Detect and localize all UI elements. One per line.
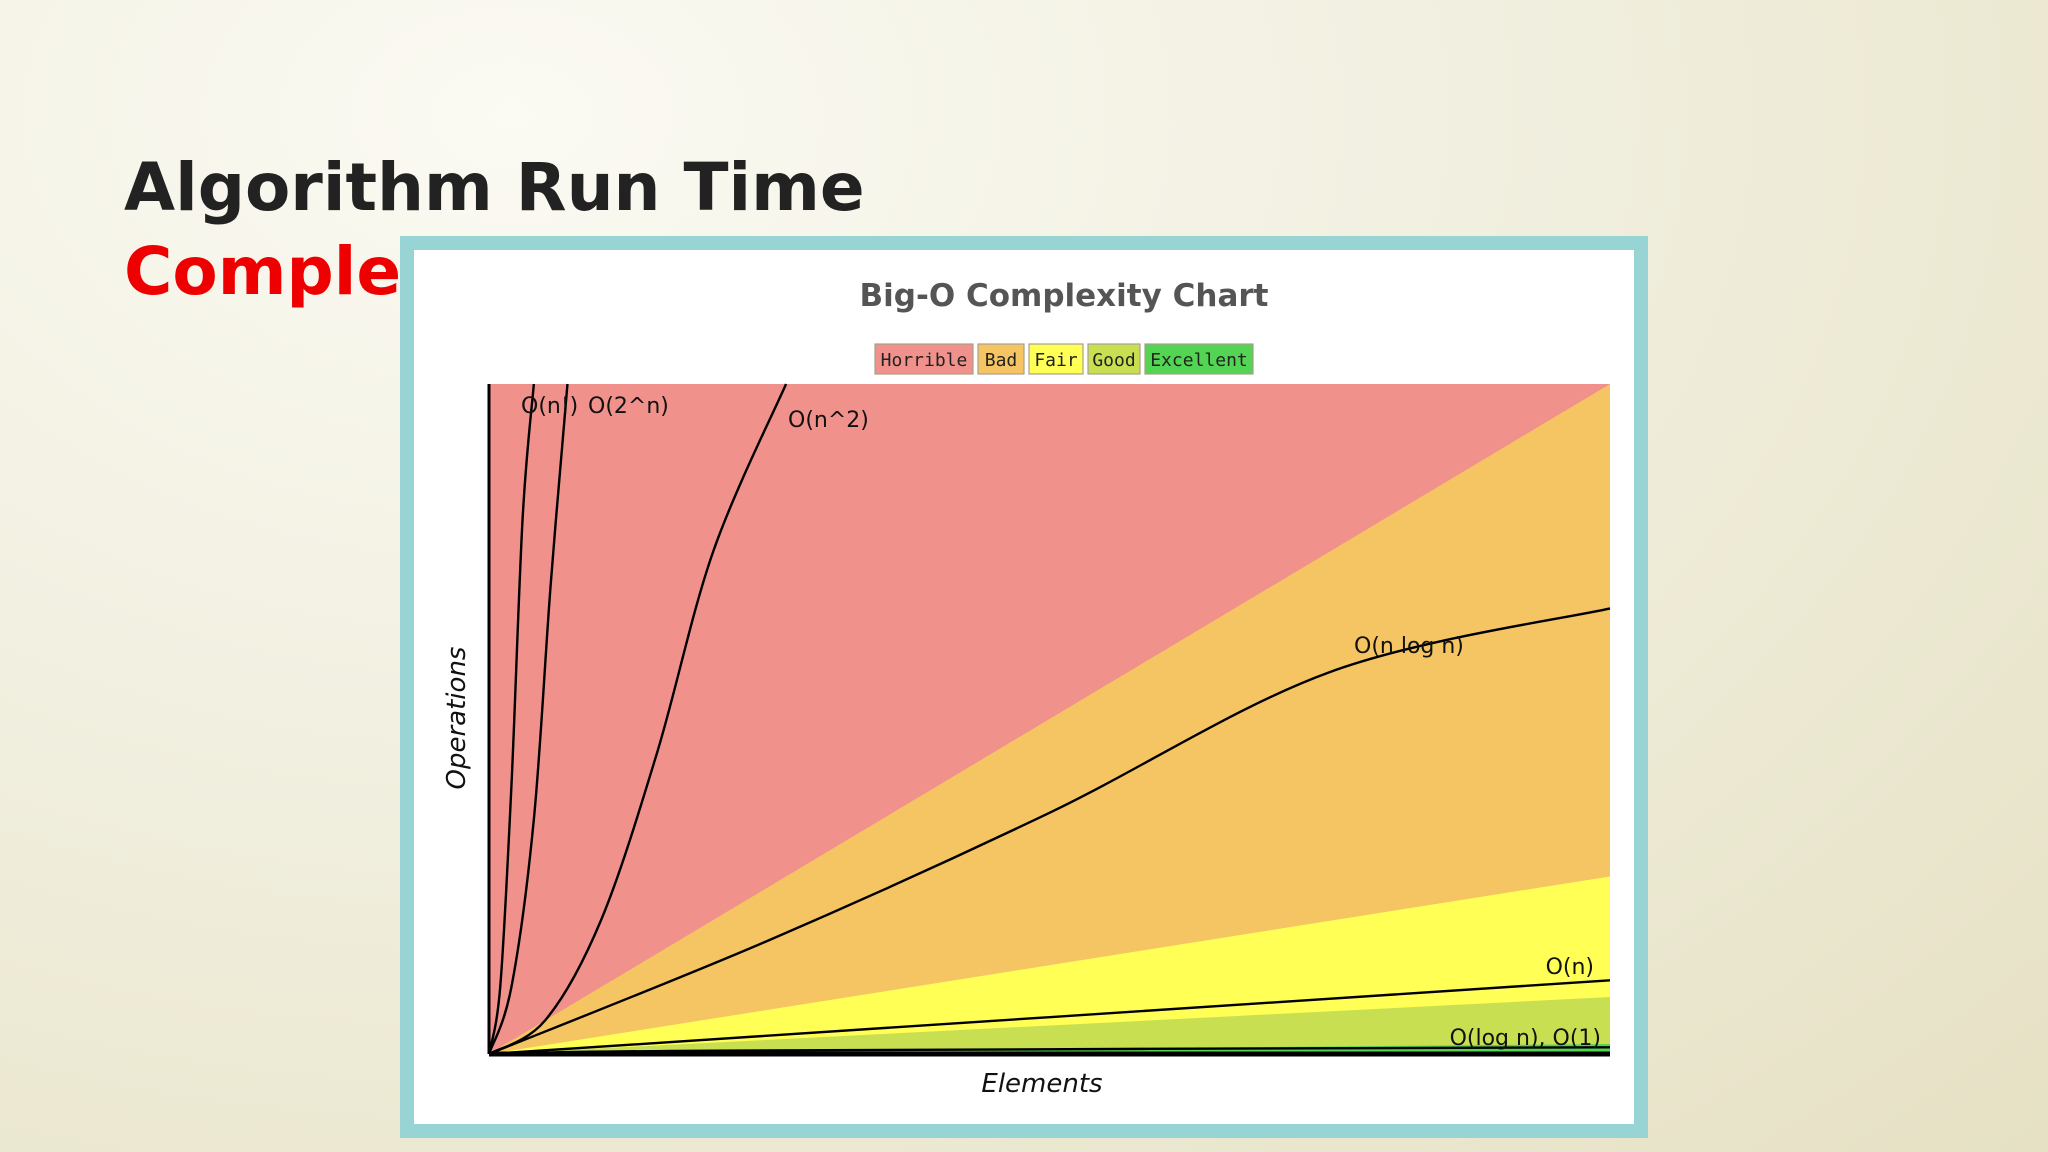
curve-o-n-log-n — [488, 607, 1611, 1056]
legend-label-fair: Fair — [1034, 350, 1078, 371]
curve-o-2-n — [487, 383, 569, 1055]
curve-label-o-n: O(n!) — [521, 394, 578, 419]
big-o-chart: O(n!) O(2^n) O(n^2) O(n log n) O(n) O(log n),… — [442, 278, 1611, 1099]
chart-title: Big-O Complexity Chart — [860, 278, 1269, 314]
legend-label-bad: Bad — [985, 350, 1018, 371]
legend-swatch-bad — [977, 343, 1025, 375]
legend-swatch-horrible — [874, 343, 974, 375]
legend-label-excellent: Excellent — [1150, 350, 1248, 371]
axes — [487, 384, 1610, 1057]
legend-swatch-good — [1087, 343, 1141, 375]
legend-item-fair: Fair — [1028, 343, 1084, 375]
region-excellent — [489, 1043, 1610, 1054]
complexity-regions — [489, 384, 1610, 1054]
curve-label-o-2-n: O(2^n) — [588, 394, 669, 419]
curve-label-o-n-log-n: O(n log n) — [1354, 634, 1464, 659]
chart-frame: O(n!) O(2^n) O(n^2) O(n log n) O(n) O(log n),… — [400, 236, 1648, 1138]
curve-label-o-n: O(n) — [1546, 955, 1594, 980]
legend-label-good: Good — [1092, 350, 1135, 371]
curve-o-n — [487, 383, 536, 1055]
curve-o-n — [488, 979, 1611, 1056]
legend-item-good: Good — [1087, 343, 1141, 375]
legend-swatch-excellent — [1144, 343, 1254, 375]
slide-title: Algorithm Run Time Complex — [124, 146, 865, 314]
legend-item-bad: Bad — [977, 343, 1025, 375]
legend-item-horrible: Horrible — [874, 343, 974, 375]
curve-label-o-n-2: O(n^2) — [788, 408, 869, 433]
chart-legend: Horrible Bad Fair Good Excellent — [874, 343, 1254, 375]
x-axis-label: Elements — [981, 1069, 1102, 1099]
slide-title-line-1: Algorithm Run Time — [124, 149, 865, 226]
legend-swatch-fair — [1028, 343, 1084, 375]
curve-o-n-2 — [488, 383, 788, 1056]
curve-labels: O(n!) O(2^n) O(n^2) O(n log n) O(n) O(log n),… — [521, 394, 1601, 1051]
curve-label-o-log-n-o-1: O(log n), O(1) — [1450, 1026, 1601, 1051]
slide-title-line-2: Complex — [124, 233, 444, 310]
y-axis-label: Operations — [442, 647, 472, 790]
legend-label-horrible: Horrible — [881, 350, 968, 371]
legend-item-excellent: Excellent — [1144, 343, 1254, 375]
region-bad — [489, 384, 1610, 1054]
region-fair — [489, 876, 1610, 1054]
